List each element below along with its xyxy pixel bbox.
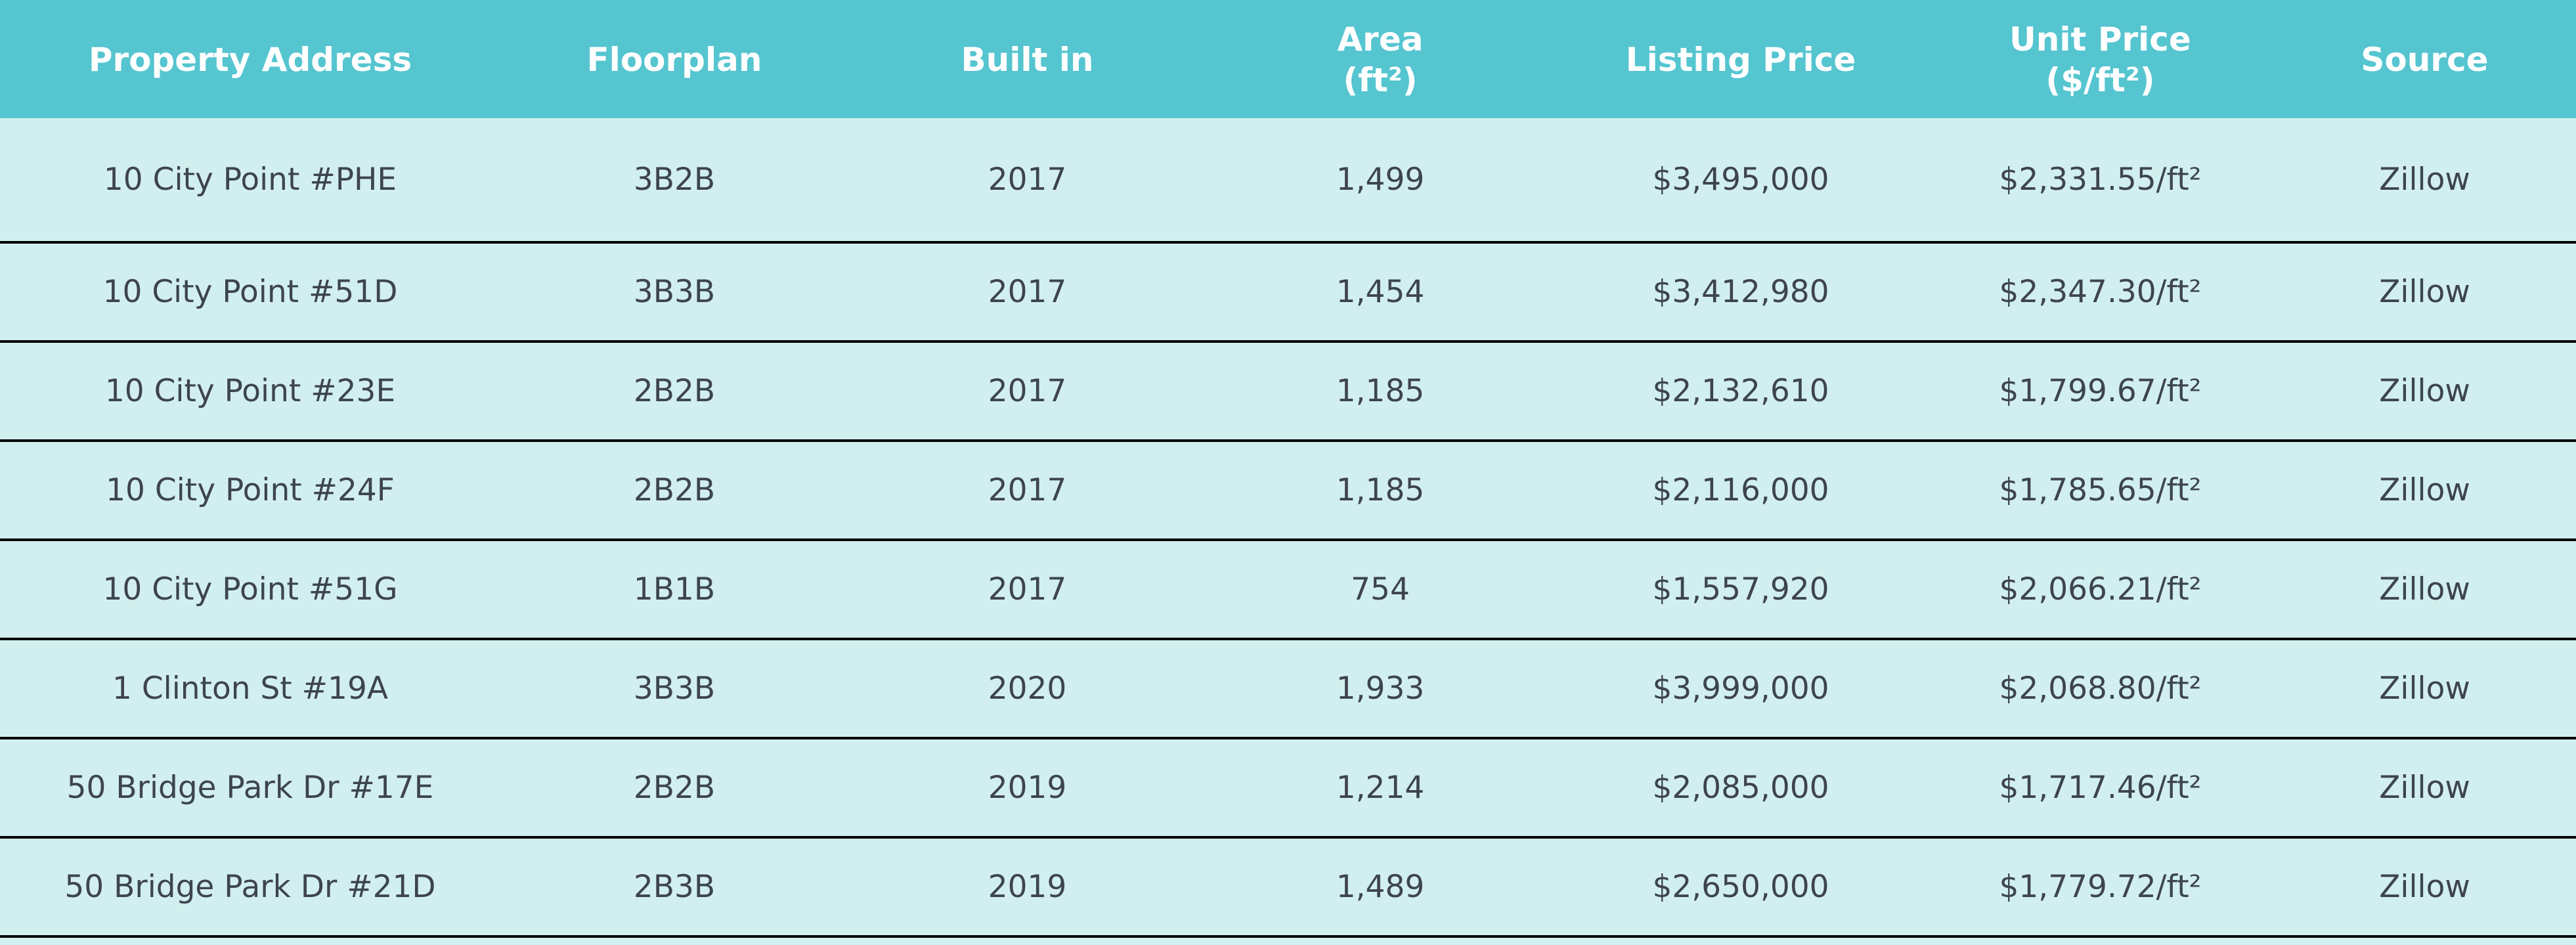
table-row: 1 Clinton St #19A 3B3B 2020 1,933 $3,999… <box>0 638 2576 739</box>
cell-source: Zillow <box>2273 837 2576 938</box>
header-area-unit: (ft²) <box>1343 61 1418 100</box>
cell-unit-price: $2,068.80/ft² <box>1927 638 2273 739</box>
cell-listing-price: $2,132,610 <box>1554 341 1927 442</box>
header-floorplan-label: Floorplan <box>586 41 762 79</box>
cell-area: 754 <box>1206 539 1554 640</box>
table-row: 10 City Point #24F 2B2B 2017 1,185 $2,11… <box>0 440 2576 541</box>
table-row: 10 City Point #23E 2B2B 2017 1,185 $2,13… <box>0 341 2576 442</box>
cell-listing-price: $2,116,000 <box>1554 440 1927 541</box>
cell-unit-price: $2,347.30/ft² <box>1927 242 2273 343</box>
cell-source: Zillow <box>2273 539 2576 640</box>
cell-area: 1,214 <box>1206 737 1554 839</box>
header-unit-price-unit: ($/ft²) <box>2045 61 2155 100</box>
cell-built-in: 2017 <box>848 341 1206 442</box>
cell-floorplan: 2B2B <box>500 737 848 839</box>
cell-built-in: 2017 <box>848 118 1206 244</box>
table-header: Property Address Floorplan Built in Area… <box>0 0 2576 118</box>
header-source-label: Source <box>2361 41 2489 79</box>
cell-built-in: 2017 <box>848 440 1206 541</box>
table-body: 10 City Point #PHE 3B2B 2017 1,499 $3,49… <box>0 118 2576 938</box>
header-area: Area (ft²) <box>1206 0 1554 118</box>
cell-unit-price: $2,066.21/ft² <box>1927 539 2273 640</box>
cell-unit-price: $1,717.46/ft² <box>1927 737 2273 839</box>
cell-listing-price: $3,412,980 <box>1554 242 1927 343</box>
cell-built-in: 2019 <box>848 837 1206 938</box>
header-built-in: Built in <box>848 0 1206 118</box>
cell-source: Zillow <box>2273 341 2576 442</box>
cell-floorplan: 2B2B <box>500 440 848 541</box>
cell-property-address: 50 Bridge Park Dr #17E <box>0 737 500 839</box>
cell-source: Zillow <box>2273 638 2576 739</box>
cell-area: 1,454 <box>1206 242 1554 343</box>
header-floorplan: Floorplan <box>500 0 848 118</box>
cell-source: Zillow <box>2273 242 2576 343</box>
table-row: 10 City Point #PHE 3B2B 2017 1,499 $3,49… <box>0 118 2576 244</box>
cell-listing-price: $2,085,000 <box>1554 737 1927 839</box>
cell-source: Zillow <box>2273 737 2576 839</box>
header-listing-price: Listing Price <box>1554 0 1927 118</box>
table-row: 50 Bridge Park Dr #21D 2B3B 2019 1,489 $… <box>0 837 2576 938</box>
cell-unit-price: $1,779.72/ft² <box>1927 837 2273 938</box>
cell-listing-price: $3,495,000 <box>1554 118 1927 244</box>
cell-source: Zillow <box>2273 118 2576 244</box>
cell-built-in: 2017 <box>848 539 1206 640</box>
cell-property-address: 1 Clinton St #19A <box>0 638 500 739</box>
header-property-address: Property Address <box>0 0 500 118</box>
table-row: 10 City Point #51D 3B3B 2017 1,454 $3,41… <box>0 242 2576 343</box>
cell-unit-price: $1,785.65/ft² <box>1927 440 2273 541</box>
cell-property-address: 50 Bridge Park Dr #21D <box>0 837 500 938</box>
cell-unit-price: $1,799.67/ft² <box>1927 341 2273 442</box>
cell-built-in: 2017 <box>848 242 1206 343</box>
cell-built-in: 2019 <box>848 737 1206 839</box>
header-property-address-label: Property Address <box>88 41 412 79</box>
header-built-in-label: Built in <box>961 41 1094 79</box>
cell-floorplan: 3B3B <box>500 242 848 343</box>
cell-property-address: 10 City Point #51G <box>0 539 500 640</box>
cell-area: 1,185 <box>1206 440 1554 541</box>
cell-floorplan: 2B3B <box>500 837 848 938</box>
header-unit-price: Unit Price ($/ft²) <box>1927 0 2273 118</box>
header-unit-price-label: Unit Price <box>2009 20 2191 59</box>
cell-floorplan: 2B2B <box>500 341 848 442</box>
cell-listing-price: $3,999,000 <box>1554 638 1927 739</box>
header-listing-price-label: Listing Price <box>1625 41 1856 79</box>
cell-property-address: 10 City Point #51D <box>0 242 500 343</box>
table-row: 10 City Point #51G 1B1B 2017 754 $1,557,… <box>0 539 2576 640</box>
cell-property-address: 10 City Point #24F <box>0 440 500 541</box>
cell-floorplan: 1B1B <box>500 539 848 640</box>
cell-source: Zillow <box>2273 440 2576 541</box>
cell-property-address: 10 City Point #23E <box>0 341 500 442</box>
cell-floorplan: 3B2B <box>500 118 848 244</box>
cell-area: 1,489 <box>1206 837 1554 938</box>
cell-area: 1,933 <box>1206 638 1554 739</box>
header-source: Source <box>2273 0 2576 118</box>
cell-area: 1,499 <box>1206 118 1554 244</box>
header-area-label: Area <box>1337 20 1424 59</box>
cell-built-in: 2020 <box>848 638 1206 739</box>
cell-area: 1,185 <box>1206 341 1554 442</box>
cell-floorplan: 3B3B <box>500 638 848 739</box>
table-row: 50 Bridge Park Dr #17E 2B2B 2019 1,214 $… <box>0 737 2576 839</box>
cell-unit-price: $2,331.55/ft² <box>1927 118 2273 244</box>
header-row: Property Address Floorplan Built in Area… <box>0 0 2576 118</box>
cell-listing-price: $2,650,000 <box>1554 837 1927 938</box>
cell-listing-price: $1,557,920 <box>1554 539 1927 640</box>
cell-property-address: 10 City Point #PHE <box>0 118 500 244</box>
